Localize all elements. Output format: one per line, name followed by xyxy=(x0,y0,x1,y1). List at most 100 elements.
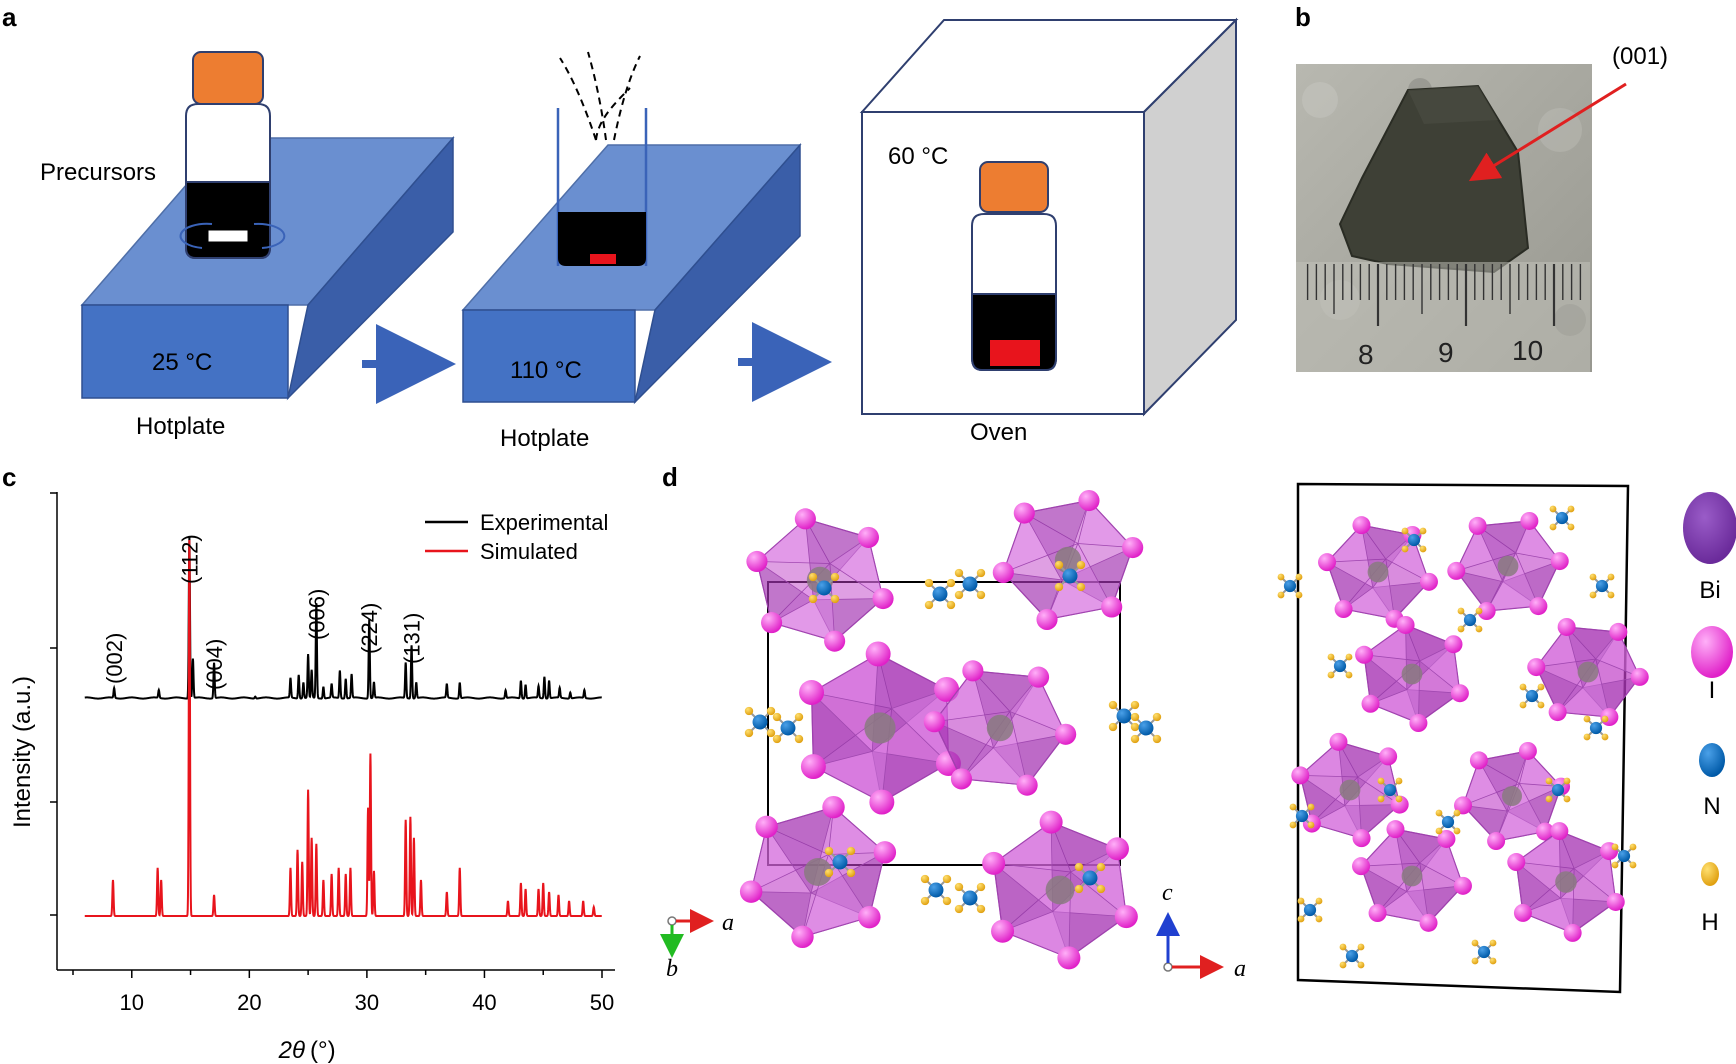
peak-label: (006) xyxy=(304,589,329,640)
legend-h-label: H xyxy=(1701,909,1718,936)
nitrogen-atom xyxy=(1555,511,1569,525)
nitrogen-atom xyxy=(1463,613,1477,627)
hydrogen-atom xyxy=(1545,777,1553,785)
hydrogen-atom xyxy=(976,590,986,600)
ruler-label-8: 8 xyxy=(1358,339,1374,370)
iodine-atom xyxy=(1368,904,1387,923)
hydrogen-atom xyxy=(1629,843,1637,851)
hydrogen-atom xyxy=(1545,795,1553,803)
iodine-atom xyxy=(1039,810,1063,834)
iodine-atom xyxy=(1291,766,1310,785)
peak-label: (002) xyxy=(102,633,127,684)
iodine-atom xyxy=(1520,511,1539,530)
hydrogen-atom xyxy=(1475,607,1483,615)
hydrogen-atom xyxy=(1611,843,1619,851)
legend: Experimental Simulated xyxy=(425,510,608,564)
nitrogen-atom xyxy=(1283,579,1297,593)
iodine-atom xyxy=(1419,913,1438,932)
iodine-atom xyxy=(858,905,881,929)
x-axis-label-unit: (°) xyxy=(310,1037,336,1064)
hydrogen-atom xyxy=(1108,700,1118,710)
hydrogen-atom xyxy=(1339,943,1347,951)
iodine-atom xyxy=(1550,822,1569,841)
peak-label: (112) xyxy=(177,534,202,584)
bi-atom xyxy=(1401,663,1423,685)
iodine-atom xyxy=(1361,694,1380,713)
hydrogen-atom xyxy=(1130,734,1140,744)
vial-2 xyxy=(556,51,648,266)
nitrogen-atom xyxy=(1617,849,1631,863)
iodine-atom xyxy=(1016,774,1038,796)
x-tick-label: 20 xyxy=(237,990,261,1015)
hydrogen-atom xyxy=(1152,734,1162,744)
hydrogen-atom xyxy=(1601,715,1609,723)
iodine-atom xyxy=(1536,822,1555,841)
iodine-atom xyxy=(1105,837,1129,861)
hydrogen-atom xyxy=(920,896,930,906)
iodine-atom xyxy=(1027,666,1050,688)
iodine-atom xyxy=(1379,747,1398,766)
peak-label: (004) xyxy=(202,639,227,690)
axes-ac: a c xyxy=(1156,880,1246,982)
hydrogen-atom xyxy=(1563,777,1571,785)
hydrogen-atom xyxy=(1435,809,1443,817)
peak-label: (224) xyxy=(357,603,382,654)
hydrogen-atom xyxy=(824,868,834,878)
iodine-atom xyxy=(1036,608,1058,631)
hydrogen-atom xyxy=(1489,939,1497,947)
step1-device: Hotplate xyxy=(136,413,225,440)
hydrogen-atom xyxy=(808,594,818,604)
hydrogen-atom xyxy=(1537,701,1545,709)
iodine-atom xyxy=(1487,832,1506,851)
iodine-atom xyxy=(1355,645,1374,664)
hydrogen-atom xyxy=(846,846,856,856)
hydrogen-atom xyxy=(1589,591,1597,599)
iodine-atom xyxy=(1437,829,1456,848)
x-tick-label: 50 xyxy=(590,990,614,1015)
hydrogen-atom xyxy=(1601,733,1609,741)
hydrogen-atom xyxy=(954,590,964,600)
hydrogen-atom xyxy=(1607,573,1615,581)
hydrogen-atom xyxy=(808,572,818,582)
ruler-label-10: 10 xyxy=(1512,335,1543,366)
bi-atom xyxy=(1401,865,1423,887)
iodine-atom xyxy=(824,630,846,652)
iodine-atom xyxy=(1477,602,1496,621)
hydrogen-atom xyxy=(1074,862,1084,872)
legend-i-sphere xyxy=(1691,626,1733,678)
iodine-atom xyxy=(761,612,783,634)
iodine-atom xyxy=(1055,723,1077,745)
hydrogen-atom xyxy=(1307,821,1315,829)
hydrogen-atom xyxy=(1471,957,1479,965)
hydrogen-atom xyxy=(1295,573,1303,581)
hydrogen-atom xyxy=(1130,712,1140,722)
hydrogen-atom xyxy=(1289,803,1297,811)
hydrogen-atom xyxy=(1345,671,1353,679)
vial-1 xyxy=(179,51,286,259)
nitrogen-atom xyxy=(1062,568,1078,584)
nitrogen-atom xyxy=(1525,689,1539,703)
hydrogen-atom xyxy=(1519,701,1527,709)
hydrogen-atom xyxy=(1435,827,1443,835)
hydrogen-atom xyxy=(1611,861,1619,869)
iodine-atom xyxy=(934,676,960,702)
hydrogen-atom xyxy=(1295,591,1303,599)
hydrogen-atom xyxy=(1549,523,1557,531)
iodine-atom xyxy=(1548,703,1567,722)
ruler-ticks xyxy=(1306,264,1582,326)
iodine-atom xyxy=(822,795,845,819)
hydrogen-atom xyxy=(954,904,964,914)
iodine-atom xyxy=(1550,552,1569,571)
x-ticks xyxy=(72,970,603,978)
facet-arrow xyxy=(1468,82,1627,182)
nitrogen-atom xyxy=(962,890,978,906)
iodine-atom xyxy=(1352,857,1371,876)
legend-label-experimental: Experimental xyxy=(480,510,608,535)
iodine-atom xyxy=(1606,892,1625,911)
hydrogen-atom xyxy=(830,594,840,604)
hydrogen-atom xyxy=(1307,803,1315,811)
hydrogen-atom xyxy=(1567,523,1575,531)
x-tick-labels: 10 20 30 40 50 xyxy=(120,990,615,1015)
hydrogen-atom xyxy=(1152,712,1162,722)
axis-label-c: c xyxy=(1162,880,1173,906)
